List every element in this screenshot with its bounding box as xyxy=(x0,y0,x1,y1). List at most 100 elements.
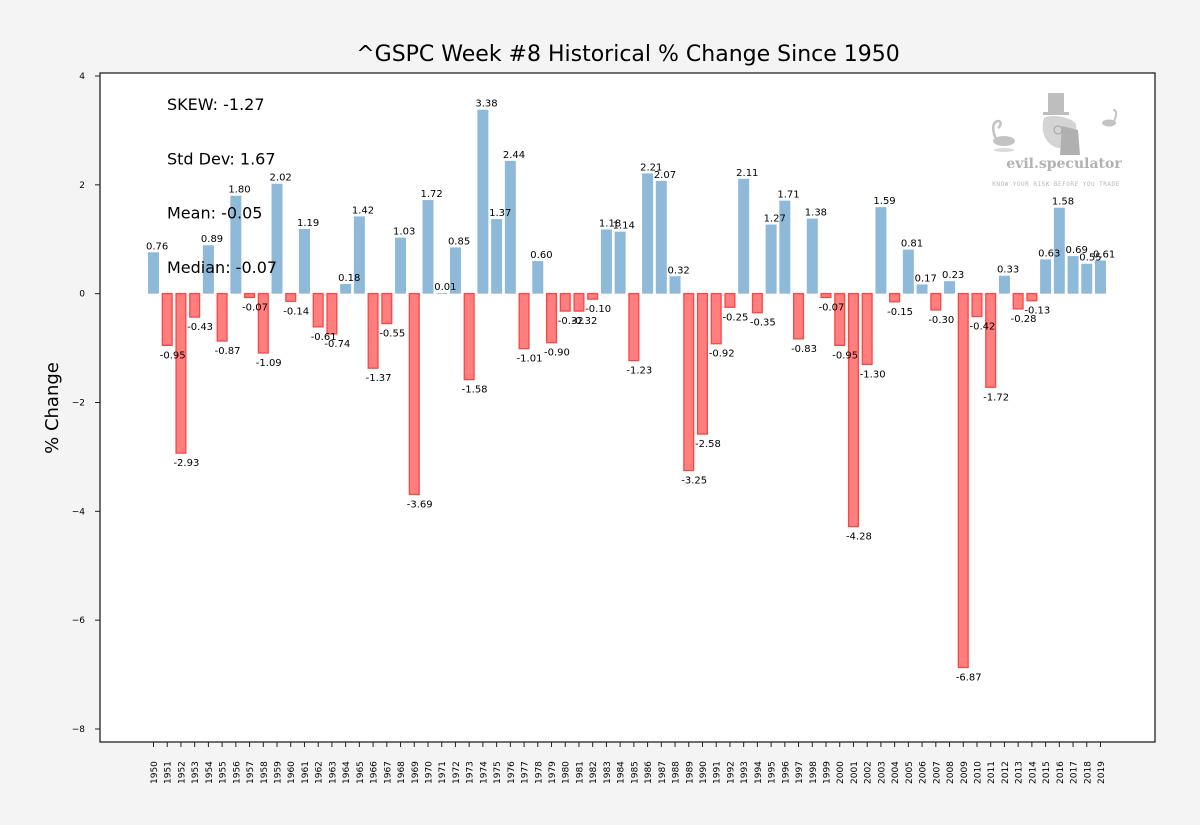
bar-1955 xyxy=(216,293,228,342)
bar-2015 xyxy=(1040,259,1052,294)
x-tick-label: 1973 xyxy=(466,761,476,784)
x-tick-label: 1970 xyxy=(424,761,434,784)
data-label-2019: 0.61 xyxy=(1093,249,1115,260)
bar-1957 xyxy=(244,293,256,299)
data-label-1997: -0.83 xyxy=(791,344,817,355)
data-label-1966: -1.37 xyxy=(366,373,392,384)
x-tick-label: 1979 xyxy=(548,761,558,784)
bar-2013 xyxy=(1012,293,1024,310)
bar-2000 xyxy=(834,293,846,347)
x-tick-label: 2018 xyxy=(1083,761,1093,784)
bar-1998 xyxy=(806,218,818,294)
bar-1967 xyxy=(381,293,393,325)
bar-1958 xyxy=(257,293,269,354)
x-tick-label: 1989 xyxy=(685,761,695,784)
bar-1977 xyxy=(518,293,530,350)
y-axis-label: % Change xyxy=(42,362,63,454)
x-tick-label: 2008 xyxy=(946,761,956,784)
x-tick-label: 1984 xyxy=(617,761,627,784)
data-label-1954: 0.89 xyxy=(201,234,223,245)
x-tick-label: 2006 xyxy=(919,761,929,784)
stat-annotation: SKEW: -1.27 xyxy=(167,95,265,114)
x-tick-label: 1953 xyxy=(191,761,201,784)
x-tick-label: 1960 xyxy=(287,761,297,784)
bar-1963 xyxy=(326,293,338,335)
data-label-1985: -1.23 xyxy=(626,366,652,377)
x-tick-label: 2001 xyxy=(850,761,860,784)
bar-2006 xyxy=(916,284,928,294)
bar-1968 xyxy=(395,237,407,294)
x-tick-label: 2010 xyxy=(973,761,983,784)
x-tick-label: 1985 xyxy=(630,761,640,784)
data-label-1964: 0.18 xyxy=(338,273,360,284)
bar-1964 xyxy=(340,283,352,294)
x-tick-label: 1998 xyxy=(809,761,819,784)
bar-1995 xyxy=(765,224,777,294)
data-label-1965: 1.42 xyxy=(352,205,374,216)
data-label-1992: -0.25 xyxy=(722,312,748,323)
x-tick-label: 2015 xyxy=(1042,761,1052,784)
x-tick-label: 1957 xyxy=(246,761,256,784)
x-tick-label: 1999 xyxy=(823,761,833,784)
x-tick-label: 1981 xyxy=(575,761,585,784)
data-label-2009: -6.87 xyxy=(956,673,982,684)
x-tick-label: 1972 xyxy=(452,761,462,784)
data-label-1991: -0.92 xyxy=(709,349,735,360)
data-label-2015: 0.63 xyxy=(1038,248,1060,259)
bar-1970 xyxy=(422,200,434,294)
bar-2001 xyxy=(847,293,859,528)
stat-annotation: Std Dev: 1.67 xyxy=(167,149,276,168)
bar-1989 xyxy=(683,293,695,472)
bar-1966 xyxy=(367,293,379,369)
bar-1972 xyxy=(449,247,461,294)
data-label-1961: 1.19 xyxy=(297,218,319,229)
data-label-1957: -0.07 xyxy=(242,302,268,313)
data-label-2012: 0.33 xyxy=(997,265,1019,276)
watermark-logo: evil.speculator KNOW YOUR RISK BEFORE YO… xyxy=(992,93,1122,188)
data-label-2004: -0.15 xyxy=(887,307,913,318)
x-tick-label: 1966 xyxy=(370,761,380,784)
data-label-1984: 1.14 xyxy=(613,221,635,232)
bar-1961 xyxy=(298,228,310,294)
data-label-1968: 1.03 xyxy=(393,227,415,238)
x-tick-label: 2019 xyxy=(1097,761,1107,784)
bar-1950 xyxy=(148,252,159,294)
data-label-1993: 2.11 xyxy=(736,168,758,179)
data-label-1963: -0.74 xyxy=(324,339,350,350)
x-tick-label: 1974 xyxy=(479,761,489,784)
x-tick-label: 1968 xyxy=(397,761,407,784)
x-tick-label: 1955 xyxy=(219,761,229,784)
data-label-2011: -1.72 xyxy=(983,392,1009,403)
data-label-2016: 1.58 xyxy=(1052,197,1074,208)
data-label-1987: 2.07 xyxy=(654,170,676,181)
chart-title: ^GSPC Week #8 Historical % Change Since … xyxy=(356,42,900,67)
bar-1983 xyxy=(600,229,612,294)
data-label-2017: 0.69 xyxy=(1066,245,1088,256)
x-tick-label: 2014 xyxy=(1028,761,1038,784)
data-label-1983: 1.18 xyxy=(599,218,621,229)
x-tick-label: 2007 xyxy=(932,761,942,784)
gentleman-icon xyxy=(1042,93,1080,155)
bar-1954 xyxy=(202,245,214,294)
x-tick-label: 1982 xyxy=(589,761,599,784)
watermark-brand: evil.speculator xyxy=(1006,156,1122,172)
x-tick-label: 1967 xyxy=(383,761,393,784)
data-label-2010: -0.42 xyxy=(969,322,995,333)
bar-1953 xyxy=(189,293,201,318)
data-label-1977: -1.01 xyxy=(517,354,543,365)
data-label-2014: -0.13 xyxy=(1024,306,1050,317)
x-tick-label: 1951 xyxy=(164,761,174,784)
data-label-2002: -1.30 xyxy=(860,369,886,380)
bar-2002 xyxy=(861,293,873,366)
bar-1979 xyxy=(545,293,558,344)
x-tick-label: 1988 xyxy=(672,761,682,784)
data-labels-group: 0.76 -0.95 -2.93 -0.43 0.89 -0.87 1.80 -0.07 -1.… xyxy=(146,99,1115,684)
stat-annotation: Mean: -0.05 xyxy=(167,204,262,223)
x-tick-label: 1971 xyxy=(438,761,448,784)
bar-1981 xyxy=(573,293,585,312)
bar-1984 xyxy=(614,231,626,294)
bar-2008 xyxy=(944,281,956,294)
x-tick-label: 1950 xyxy=(150,761,160,784)
bar-2003 xyxy=(875,207,887,294)
bar-2005 xyxy=(902,249,914,294)
